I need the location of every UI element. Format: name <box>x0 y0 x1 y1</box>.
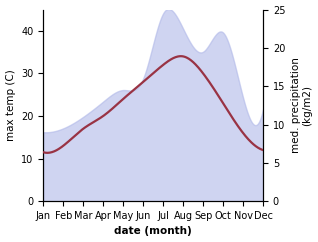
Y-axis label: med. precipitation
(kg/m2): med. precipitation (kg/m2) <box>291 57 313 153</box>
X-axis label: date (month): date (month) <box>114 227 192 236</box>
Y-axis label: max temp (C): max temp (C) <box>5 69 16 141</box>
